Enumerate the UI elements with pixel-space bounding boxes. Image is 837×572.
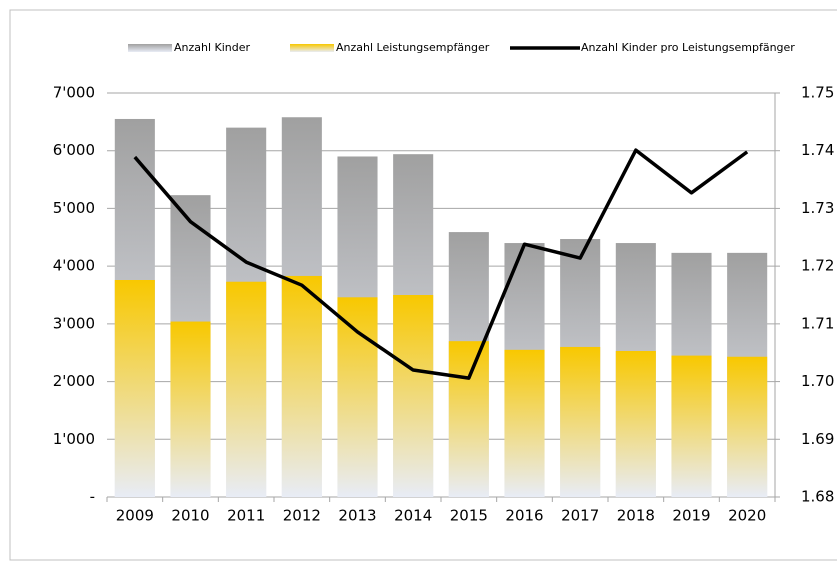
x-tick-label: 2018 bbox=[617, 507, 655, 525]
bar bbox=[114, 279, 155, 497]
y2-tick-label: 1.71 bbox=[801, 314, 834, 332]
bar bbox=[337, 297, 378, 497]
legend-label: Anzahl Kinder pro Leistungsempfänger bbox=[581, 41, 795, 54]
x-tick-label: 2015 bbox=[450, 507, 488, 525]
x-tick-label: 2011 bbox=[227, 507, 265, 525]
x-tick-label: 2020 bbox=[728, 507, 766, 525]
bar bbox=[281, 275, 322, 497]
bar bbox=[615, 350, 656, 497]
x-tick-label: 2017 bbox=[561, 507, 599, 525]
y2-tick-label: 1.72 bbox=[801, 257, 834, 275]
bar bbox=[671, 355, 712, 497]
y-tick-label: - bbox=[90, 488, 95, 506]
x-tick-label: 2016 bbox=[505, 507, 543, 525]
y-tick-label: 4'000 bbox=[53, 257, 95, 275]
y2-tick-label: 1.75 bbox=[801, 84, 834, 102]
x-tick-label: 2012 bbox=[283, 507, 321, 525]
bar bbox=[448, 341, 489, 497]
y-tick-label: 5'000 bbox=[53, 199, 95, 217]
legend-swatch bbox=[290, 44, 334, 52]
bar bbox=[226, 281, 267, 497]
y-tick-label: 3'000 bbox=[53, 314, 95, 332]
bar bbox=[170, 321, 211, 497]
x-tick-label: 2014 bbox=[394, 507, 432, 525]
bar bbox=[560, 346, 601, 497]
y2-tick-label: 1.69 bbox=[801, 430, 834, 448]
bar bbox=[727, 356, 768, 497]
legend-swatch bbox=[128, 44, 172, 52]
legend-label: Anzahl Leistungsempfänger bbox=[336, 41, 490, 54]
y2-tick-label: 1.68 bbox=[801, 488, 834, 506]
bar bbox=[504, 349, 545, 497]
y-tick-label: 6'000 bbox=[53, 141, 95, 159]
y-tick-label: 2'000 bbox=[53, 372, 95, 390]
x-tick-label: 2013 bbox=[338, 507, 376, 525]
y-tick-label: 1'000 bbox=[53, 430, 95, 448]
y2-tick-label: 1.73 bbox=[801, 199, 834, 217]
y2-tick-label: 1.70 bbox=[801, 372, 834, 390]
x-tick-label: 2010 bbox=[171, 507, 209, 525]
legend-label: Anzahl Kinder bbox=[174, 41, 251, 54]
x-tick-label: 2009 bbox=[116, 507, 154, 525]
y-tick-label: 7'000 bbox=[53, 84, 95, 102]
chart-frame bbox=[9, 9, 837, 561]
y2-tick-label: 1.74 bbox=[801, 141, 834, 159]
bar bbox=[393, 295, 434, 497]
x-tick-label: 2019 bbox=[672, 507, 710, 525]
line bbox=[133, 148, 749, 380]
